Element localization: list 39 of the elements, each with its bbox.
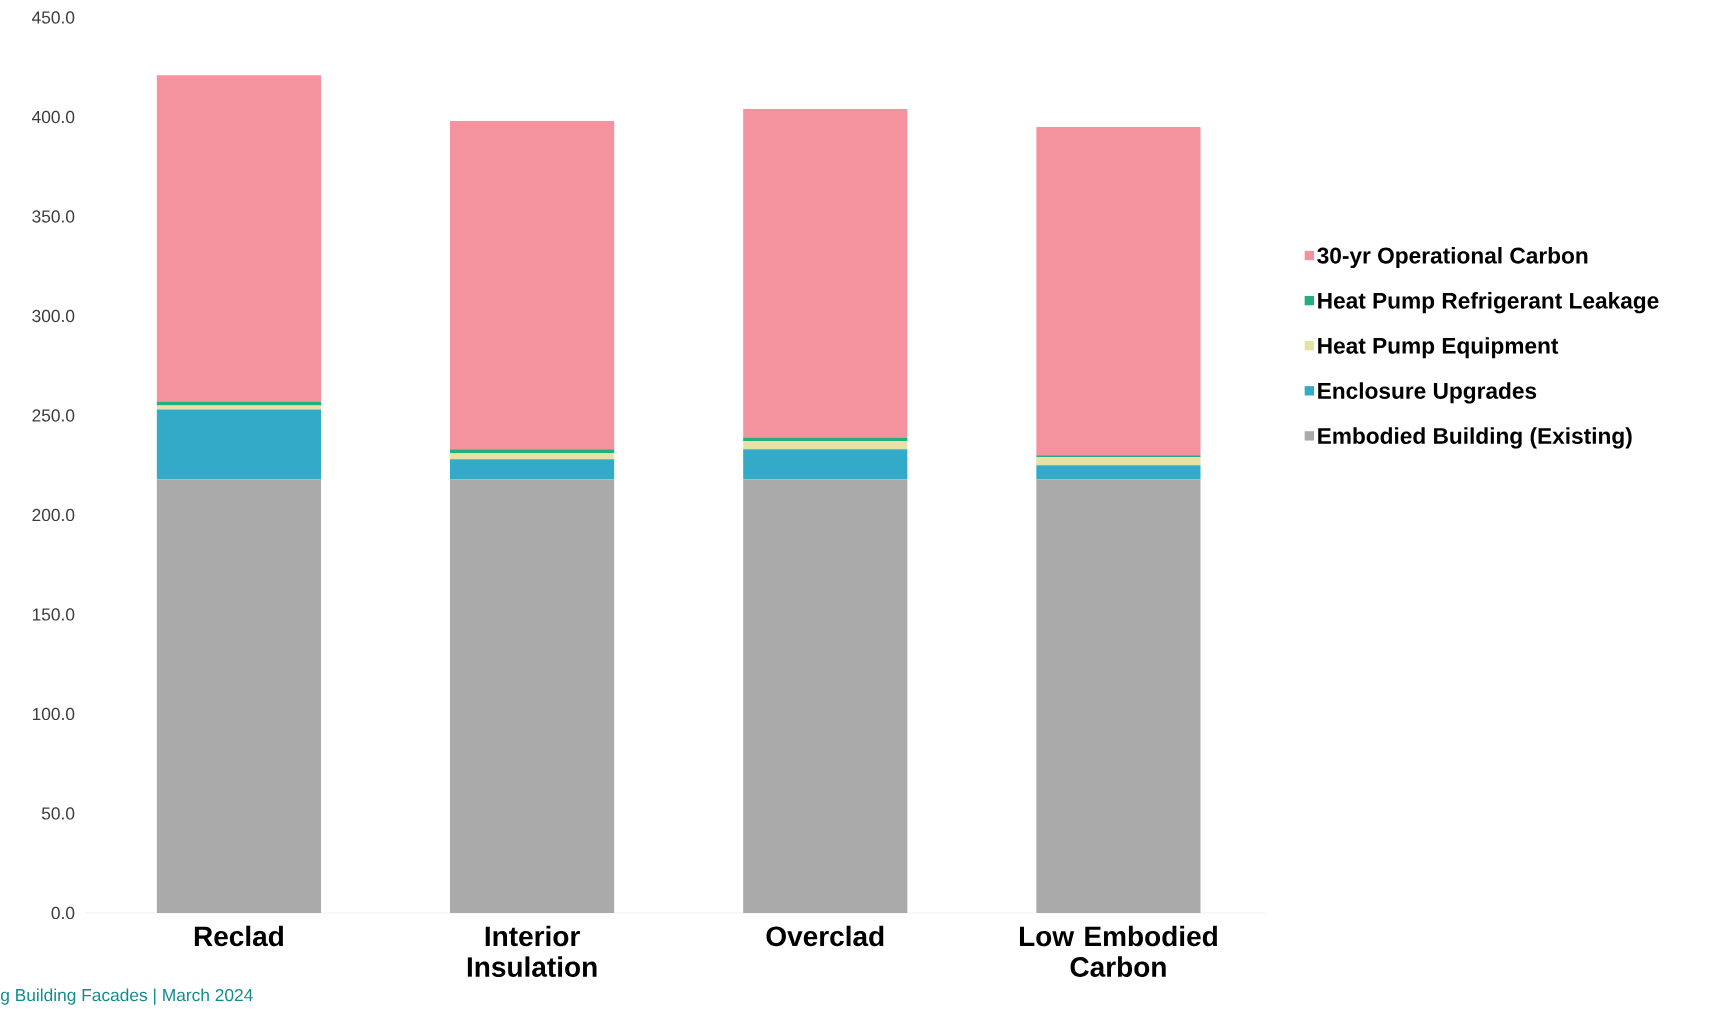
bar <box>156 409 322 480</box>
x-tick-label: Reclad <box>194 925 283 947</box>
y-tick-label: 150.0 <box>32 608 75 621</box>
y-tick-label: 200.0 <box>32 508 75 522</box>
bar <box>1036 479 1201 913</box>
bar <box>743 437 908 442</box>
bar <box>156 401 322 406</box>
legend-label: Embodied Building (Existing) <box>1318 427 1632 449</box>
legend-label: Heat Pump Equipment <box>1318 337 1559 359</box>
y-tick-label: 350.0 <box>32 210 75 223</box>
bar <box>450 479 615 913</box>
bar <box>156 479 322 913</box>
x-tick-label: Overclad <box>766 925 884 947</box>
bar <box>1036 126 1201 456</box>
y-tick-label: 400.0 <box>31 110 75 124</box>
y-tick-label: 300.0 <box>32 309 75 323</box>
legend-label: Enclosure Upgrades <box>1318 382 1537 404</box>
bar <box>450 453 615 460</box>
bar <box>450 459 615 480</box>
bar <box>1036 457 1201 466</box>
bar <box>743 441 908 450</box>
bar <box>743 109 908 438</box>
legend-label: 30-yr Operational Carbon <box>1317 246 1588 269</box>
x-tick-label: Interior Insulation <box>467 925 597 977</box>
y-tick-label: 250.0 <box>32 409 75 422</box>
bar <box>156 405 322 410</box>
y-tick-label: 0.0 <box>51 906 75 920</box>
bar <box>743 479 908 913</box>
bar <box>743 449 908 480</box>
y-tick-label: 450.0 <box>31 11 75 24</box>
bar <box>1036 465 1201 480</box>
bar <box>156 75 322 402</box>
bar <box>450 449 615 454</box>
x-tick-label: Low Embodied Carbon <box>1019 925 1217 977</box>
bar <box>450 120 615 450</box>
legend-label: Heat Pump Refrigerant Leakage <box>1318 292 1659 314</box>
y-tick-label: 50.0 <box>41 807 75 820</box>
y-tick-label: 100.0 <box>32 707 75 721</box>
text: g Building Facades | March 2024 <box>1 988 253 1005</box>
